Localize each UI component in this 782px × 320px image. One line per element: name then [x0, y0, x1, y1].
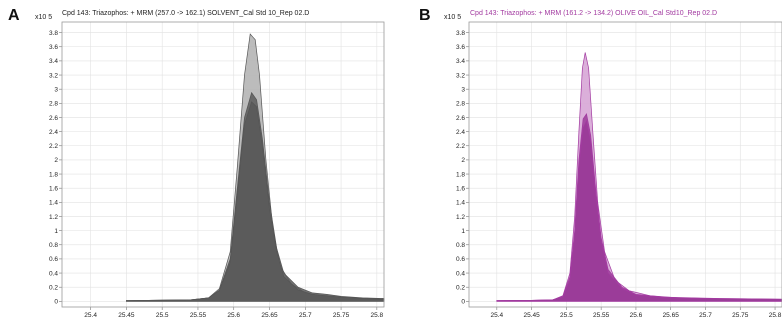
y-tick-label: 2.4	[49, 129, 58, 136]
series-a	[126, 33, 385, 302]
panel-label-a: A	[8, 7, 20, 24]
y-tick-label: 1	[461, 228, 465, 235]
y-tick-label: 1.8	[49, 171, 58, 178]
y-tick-label: 1.4	[49, 200, 58, 207]
panel-b: B x10 5 Cpd 143: Triazophos: + MRM (161.…	[419, 7, 782, 319]
x-tick-label: 25.55	[190, 312, 207, 319]
y-tick-label: 3.6	[49, 44, 58, 51]
x-ticks-b: 25.4 25.45 25.5 25.55 25.6 25.65 25.7 25.75 25.8	[490, 307, 782, 319]
x-tick-label: 25.75	[333, 312, 350, 319]
x-tick-label: 25.65	[261, 312, 278, 319]
y-tick-label: 0	[54, 299, 58, 306]
y-tick-label: 3	[461, 86, 465, 93]
y-tick-label: 3.8	[456, 30, 465, 37]
y-tick-label: 1.4	[456, 200, 465, 207]
y-ticks-b: 0 0.2 0.4 0.6 0.8 1 1.2 1.4 1.6 1.8 2 2.2 2.4 2.6 2.8 3…	[456, 30, 469, 306]
y-tick-label: 2	[461, 157, 465, 164]
x-tick-label: 25.7	[299, 312, 312, 319]
y-tick-label: 3.2	[456, 72, 465, 79]
x-ticks-a: 25.4 25.45 25.5 25.55 25.6 25.65 25.7 25.75 25.8	[84, 307, 384, 319]
y-tick-label: 2.8	[456, 101, 465, 108]
x-tick-label: 25.5	[560, 312, 573, 319]
y-tick-label: 1.6	[456, 185, 465, 192]
peak-trace-3	[496, 119, 782, 302]
y-tick-label: 0.4	[456, 270, 465, 277]
x-tick-label: 25.75	[732, 312, 749, 319]
y-tick-label: 1.2	[456, 214, 465, 221]
y-tick-label: 3.6	[456, 44, 465, 51]
y-tick-label: 3.2	[49, 72, 58, 79]
x-tick-label: 25.8	[371, 312, 384, 319]
y-tick-label: 0.8	[49, 242, 58, 249]
y-tick-label: 1.8	[456, 171, 465, 178]
plot-frame-a	[61, 21, 385, 308]
y-tick-label: 0.2	[49, 284, 58, 291]
y-tick-label: 1.6	[49, 185, 58, 192]
panel-label-b: B	[419, 7, 431, 24]
x-tick-label: 25.5	[156, 312, 169, 319]
y-tick-label: 2.8	[49, 101, 58, 108]
x-tick-label: 25.45	[523, 312, 540, 319]
chart-title-a: Cpd 143: Triazophos: + MRM (257.0 -> 162…	[62, 10, 309, 17]
x-tick-label: 25.6	[227, 312, 240, 319]
y-tick-label: 3	[54, 86, 58, 93]
x-tick-label: 25.7	[699, 312, 712, 319]
x-tick-label: 25.8	[769, 312, 782, 319]
y-tick-label: 1	[54, 228, 58, 235]
x-tick-label: 25.4	[84, 312, 97, 319]
y-tick-label: 2.6	[49, 115, 58, 122]
y-tick-label: 0.2	[456, 284, 465, 291]
y-tick-label: 2	[54, 157, 58, 164]
x-tick-label: 25.4	[490, 312, 503, 319]
y-tick-label: 2.2	[49, 143, 58, 150]
y-tick-label: 2.6	[456, 115, 465, 122]
panel-a: A x10 5 Cpd 143: Triazophos: + MRM (257.…	[8, 7, 385, 319]
x-tick-label: 25.6	[630, 312, 643, 319]
y-tick-label: 0.6	[49, 256, 58, 263]
y-tick-label: 0	[461, 299, 465, 306]
series-b	[496, 52, 782, 302]
grid-b	[469, 22, 782, 307]
y-tick-label: 3.8	[49, 30, 58, 37]
y-tick-label: 1.2	[49, 214, 58, 221]
y-tick-label: 0.6	[456, 256, 465, 263]
peak-trace-1	[496, 52, 782, 302]
x-tick-label: 25.45	[118, 312, 135, 319]
y-tick-label: 2.2	[456, 143, 465, 150]
plot-frame-b	[468, 21, 782, 308]
y-tick-label: 2.4	[456, 129, 465, 136]
y-multiplier-a: x10 5	[35, 14, 52, 21]
y-tick-label: 0.8	[456, 242, 465, 249]
y-ticks-a: 0 0.2 0.4 0.6 0.8 1 1.2 1.4 1.6 1.8 2 2.2 2.4 2.6 2.8 3…	[49, 30, 62, 306]
chart-title-b: Cpd 143: Triazophos: + MRM (161.2 -> 134…	[470, 10, 717, 17]
x-tick-label: 25.55	[593, 312, 610, 319]
y-tick-label: 3.4	[456, 58, 465, 65]
y-tick-label: 0.4	[49, 270, 58, 277]
peak-trace-3	[126, 101, 385, 302]
y-multiplier-b: x10 5	[444, 14, 461, 21]
grid-a	[62, 22, 384, 307]
y-tick-label: 3.4	[49, 58, 58, 65]
x-tick-label: 25.65	[663, 312, 680, 319]
